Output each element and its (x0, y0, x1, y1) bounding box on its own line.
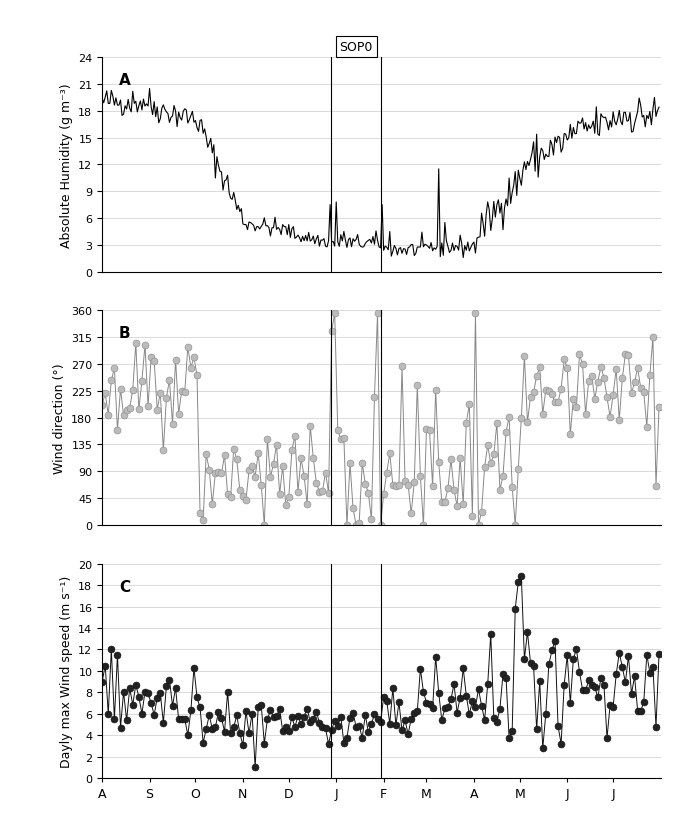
Text: C: C (119, 579, 130, 594)
Y-axis label: Absolute Humidity (g m⁻³): Absolute Humidity (g m⁻³) (60, 83, 73, 248)
Text: A: A (119, 73, 131, 88)
Y-axis label: Wind direction (°): Wind direction (°) (52, 363, 65, 474)
Text: SOP0: SOP0 (340, 41, 373, 54)
Y-axis label: Dayly max Wind speed (m s⁻¹): Dayly max Wind speed (m s⁻¹) (60, 575, 73, 767)
Text: B: B (119, 326, 131, 341)
